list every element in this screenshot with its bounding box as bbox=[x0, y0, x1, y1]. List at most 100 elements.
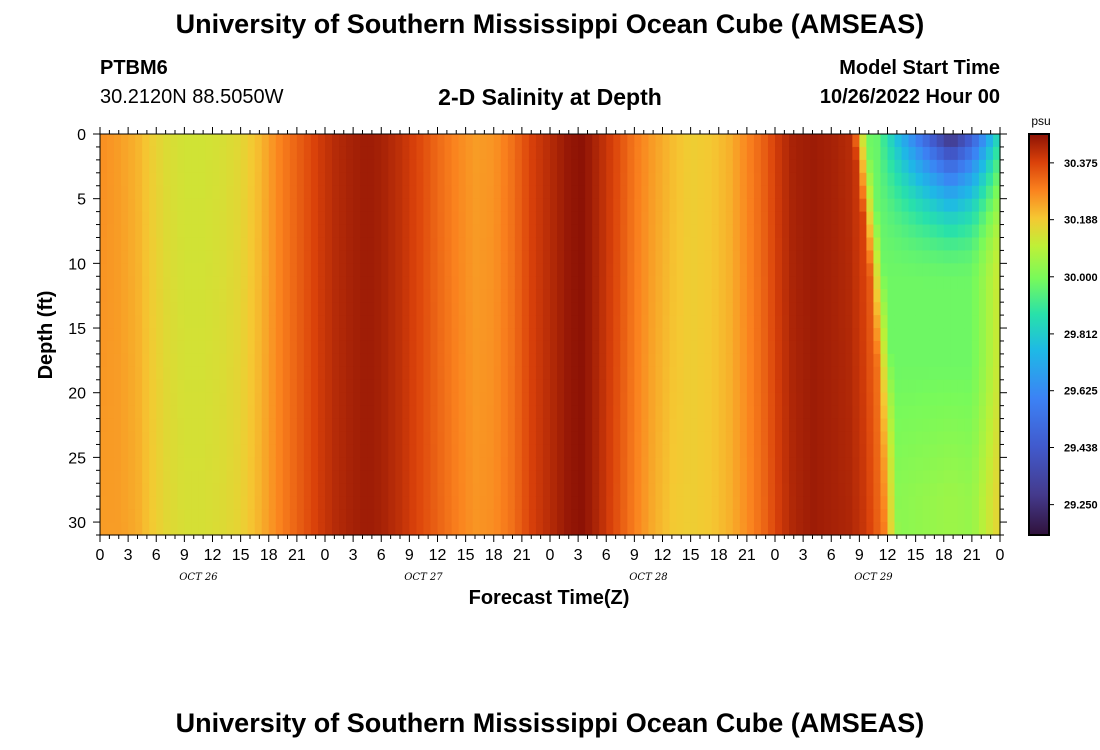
heatmap-cell bbox=[648, 444, 657, 458]
heatmap-cell bbox=[936, 328, 945, 342]
heatmap-cell bbox=[261, 496, 270, 510]
heatmap-cell bbox=[557, 263, 565, 277]
heatmap-cell bbox=[353, 340, 361, 355]
heatmap-cell bbox=[690, 379, 699, 394]
heatmap-cell bbox=[971, 134, 980, 148]
heatmap-cell bbox=[437, 185, 446, 200]
heatmap-cell bbox=[282, 224, 291, 239]
heatmap-cell bbox=[873, 340, 882, 355]
heatmap-cell bbox=[557, 496, 565, 510]
heatmap-cell bbox=[796, 211, 804, 226]
heatmap-cell bbox=[585, 289, 593, 303]
heatmap-cell bbox=[908, 522, 917, 536]
heatmap-cell bbox=[339, 366, 347, 381]
heatmap-cell bbox=[697, 496, 706, 510]
heatmap-cell bbox=[458, 185, 467, 200]
heatmap-cell bbox=[641, 509, 650, 523]
heatmap-cell bbox=[409, 198, 418, 213]
heatmap-cell bbox=[873, 185, 882, 200]
heatmap-cell bbox=[296, 263, 305, 277]
heatmap-cell bbox=[810, 172, 818, 187]
heatmap-cell bbox=[514, 444, 523, 458]
heatmap-cell bbox=[782, 289, 790, 303]
heatmap-cell bbox=[121, 276, 129, 290]
heatmap-cell bbox=[507, 263, 516, 277]
heatmap-cell bbox=[430, 353, 439, 368]
heatmap-cell bbox=[191, 289, 200, 303]
heatmap-cell bbox=[578, 302, 586, 316]
heatmap-cell bbox=[943, 185, 952, 200]
heatmap-cell bbox=[683, 172, 692, 187]
heatmap-cell bbox=[922, 263, 931, 277]
heatmap-cell bbox=[493, 457, 502, 471]
heatmap-cell bbox=[767, 146, 776, 161]
heatmap-cell bbox=[388, 172, 396, 187]
heatmap-cell bbox=[992, 250, 1001, 264]
heatmap-cell bbox=[156, 276, 164, 290]
heatmap-cell bbox=[184, 328, 193, 342]
heatmap-cell bbox=[922, 431, 931, 446]
heatmap-cell bbox=[613, 146, 621, 161]
heatmap-cell bbox=[240, 134, 249, 148]
heatmap-cell bbox=[114, 185, 122, 200]
heatmap-cell bbox=[964, 379, 973, 394]
heatmap-cell bbox=[550, 496, 558, 510]
heatmap-cell bbox=[184, 185, 193, 200]
heatmap-cell bbox=[493, 431, 502, 446]
heatmap-cell bbox=[943, 340, 952, 355]
heatmap-cell bbox=[205, 405, 214, 420]
heatmap-cell bbox=[535, 172, 544, 187]
heatmap-cell bbox=[367, 328, 375, 342]
heatmap-cell bbox=[648, 315, 657, 329]
heatmap-cell bbox=[943, 353, 952, 368]
heatmap-cell bbox=[296, 224, 305, 239]
heatmap-cell bbox=[198, 250, 207, 264]
heatmap-cell bbox=[662, 276, 671, 290]
heatmap-cell bbox=[472, 496, 481, 510]
y-tick-label: 25 bbox=[68, 450, 86, 467]
heatmap-cell bbox=[184, 405, 193, 420]
heatmap-cell bbox=[859, 134, 868, 148]
heatmap-cell bbox=[599, 159, 607, 174]
heatmap-cell bbox=[486, 405, 495, 420]
heatmap-cell bbox=[894, 250, 903, 264]
heatmap-cell bbox=[128, 405, 136, 420]
heatmap-cell bbox=[360, 392, 368, 407]
heatmap-cell bbox=[901, 509, 910, 523]
heatmap-cell bbox=[753, 353, 762, 368]
heatmap-cell bbox=[957, 509, 966, 523]
heatmap-cell bbox=[542, 159, 551, 174]
heatmap-cell bbox=[240, 418, 249, 433]
heatmap-cell bbox=[641, 379, 650, 394]
heatmap-cell bbox=[444, 418, 453, 433]
heatmap-cell bbox=[416, 522, 425, 536]
heatmap-cell bbox=[908, 418, 917, 433]
heatmap-cell bbox=[121, 431, 129, 446]
heatmap-cell bbox=[247, 263, 256, 277]
heatmap-cell bbox=[135, 418, 143, 433]
heatmap-cell bbox=[268, 134, 277, 148]
heatmap-cell bbox=[634, 250, 643, 264]
heatmap-cell bbox=[725, 302, 734, 316]
heatmap-cell bbox=[177, 276, 185, 290]
heatmap-cell bbox=[873, 328, 882, 342]
heatmap-cell bbox=[775, 276, 783, 290]
heatmap-cell bbox=[374, 522, 382, 536]
heatmap-cell bbox=[184, 302, 193, 316]
heatmap-cell bbox=[479, 302, 488, 316]
heatmap-cell bbox=[191, 366, 200, 381]
heatmap-cell bbox=[943, 237, 952, 252]
heatmap-cell bbox=[894, 134, 903, 148]
heatmap-cell bbox=[247, 431, 256, 446]
heatmap-cell bbox=[486, 315, 495, 329]
heatmap-cell bbox=[683, 198, 692, 213]
heatmap-cell bbox=[746, 496, 755, 510]
heatmap-cell bbox=[887, 379, 896, 394]
heatmap-cell bbox=[782, 405, 790, 420]
heatmap-cell bbox=[985, 198, 994, 213]
heatmap-cell bbox=[416, 224, 425, 239]
heatmap-cell bbox=[627, 250, 635, 264]
heatmap-cell bbox=[430, 379, 439, 394]
heatmap-cell bbox=[901, 418, 910, 433]
